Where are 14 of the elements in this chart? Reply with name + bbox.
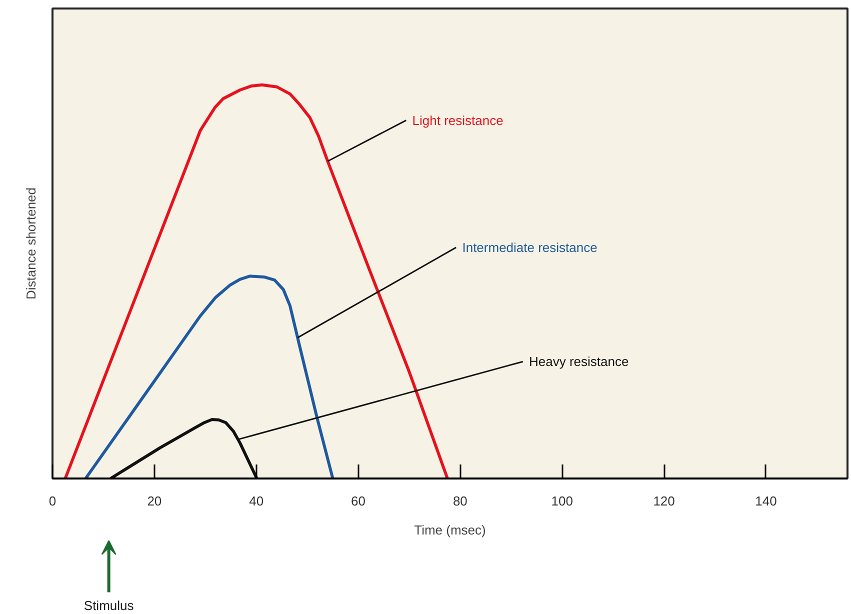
x-tick-label: 80 bbox=[452, 494, 468, 508]
text: Heavy resistance bbox=[528, 354, 629, 370]
text: Intermediate resistance bbox=[462, 240, 598, 255]
x-tick-label: 0 bbox=[48, 494, 56, 508]
x-tick-label: 60 bbox=[351, 494, 366, 508]
y-axis-title: Distance shortened bbox=[24, 187, 38, 300]
x-tick-label: 40 bbox=[249, 494, 264, 508]
x-tick-label: 100 bbox=[551, 494, 573, 508]
x-tick-label: 140 bbox=[755, 494, 777, 508]
x-tick-label: 20 bbox=[147, 494, 162, 508]
text: Light resistance bbox=[412, 112, 504, 128]
x-axis-title: Time (msec) bbox=[414, 522, 486, 538]
x-tick-label: 120 bbox=[653, 494, 675, 508]
text: Stimulus bbox=[84, 598, 134, 614]
